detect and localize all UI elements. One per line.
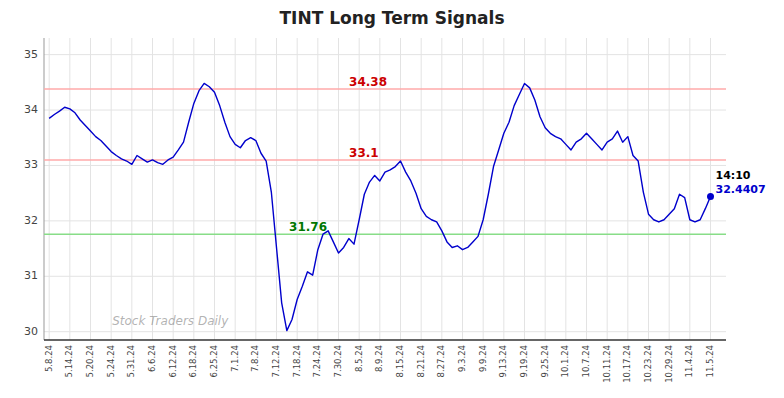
- y-tick-label: 34: [24, 103, 38, 116]
- x-tick-label: 6.6.24: [147, 345, 157, 372]
- x-grid-line: [421, 38, 422, 340]
- x-tick-label: 10.11.24: [602, 345, 612, 383]
- x-tick-label: 7.8.24: [250, 345, 260, 372]
- x-tick-label: 7.30.24: [333, 345, 343, 377]
- x-tick-label: 5.31.24: [126, 345, 136, 377]
- y-grid-line: [44, 220, 726, 221]
- x-tick-label: 6.18.24: [188, 345, 198, 377]
- reference-label: 34.38: [349, 75, 387, 89]
- y-grid-line: [44, 165, 726, 166]
- x-tick-label: 5.14.24: [64, 345, 74, 377]
- x-grid-line: [69, 38, 70, 340]
- x-tick-label: 11.5.24: [705, 345, 715, 377]
- y-tick-label: 30: [24, 325, 38, 338]
- x-grid-line: [214, 38, 215, 340]
- x-grid-line: [111, 38, 112, 340]
- annotations: 34.38 33.1 31.76 14:1032.4407 Stock Traders …: [112, 75, 765, 328]
- x-tick-label: 5.20.24: [85, 345, 95, 377]
- x-tick-label: 5.24.24: [106, 345, 116, 377]
- watermark: Stock Traders Daily: [112, 314, 229, 328]
- x-tick-label: 10.23.24: [643, 345, 653, 383]
- x-grid-line: [338, 38, 339, 340]
- x-tick-label: 10.1.24: [560, 345, 570, 377]
- x-tick-label: 11.4.24: [684, 345, 694, 377]
- x-tick-label: 9.25.24: [540, 345, 550, 377]
- x-tick-label: 8.9.24: [374, 345, 384, 372]
- plot-area: [44, 83, 726, 330]
- title: TINT Long Term Signals: [279, 8, 504, 28]
- x-tick-label: 7.1.24: [230, 345, 240, 372]
- y-grid-line: [44, 331, 726, 332]
- y-axis-line: [44, 38, 45, 340]
- x-tick-label: 8.5.24: [354, 345, 364, 372]
- x-tick-label: 10.7.24: [581, 345, 591, 377]
- x-grid-line: [483, 38, 484, 340]
- grid: [44, 38, 726, 340]
- x-tick-label: 9.13.24: [498, 345, 508, 377]
- reference-label: 33.1: [349, 146, 379, 160]
- x-grid-line: [276, 38, 277, 340]
- x-grid-line: [710, 38, 711, 340]
- x-tick-label: 5.8.24: [44, 345, 54, 372]
- x-grid-line: [131, 38, 132, 340]
- x-tick-label: 9.3.24: [457, 345, 467, 372]
- x-tick-label: 7.24.24: [312, 345, 322, 377]
- x-tick-label: 6.12.24: [168, 345, 178, 377]
- x-grid-line: [317, 38, 318, 340]
- last-value-label: 32.4407: [716, 183, 766, 196]
- x-tick-label: 10.17.24: [622, 345, 632, 383]
- x-tick-label: 10.29.24: [664, 345, 674, 383]
- time-label: 14:10: [716, 169, 751, 182]
- x-grid-line: [627, 38, 628, 340]
- last-point: [707, 193, 714, 200]
- axes: 30 31 32 33 34 35 5.8.24 5.14.24 5.20.24 5.24.24 5…: [24, 38, 726, 383]
- x-grid-line: [503, 38, 504, 340]
- x-grid-line: [152, 38, 153, 340]
- x-grid-line: [297, 38, 298, 340]
- x-grid-line: [255, 38, 256, 340]
- x-grid-line: [400, 38, 401, 340]
- x-tick-label: 7.18.24: [292, 345, 302, 377]
- x-grid-line: [441, 38, 442, 340]
- x-grid-line: [193, 38, 194, 340]
- y-tick-label: 35: [24, 48, 38, 61]
- reference-label: 31.76: [289, 220, 327, 234]
- x-grid-line: [607, 38, 608, 340]
- x-grid-line: [586, 38, 587, 340]
- x-tick-label: 7.12.24: [271, 345, 281, 377]
- y-tick-label: 32: [24, 214, 38, 227]
- x-grid-line: [90, 38, 91, 340]
- x-axis-line: [44, 339, 726, 341]
- x-grid-line: [648, 38, 649, 340]
- y-tick-label: 31: [24, 269, 38, 282]
- y-grid-line: [44, 54, 726, 55]
- x-grid-line: [49, 38, 50, 340]
- y-grid-line: [44, 110, 726, 111]
- x-grid-line: [689, 38, 690, 340]
- x-tick-label: 8.21.24: [416, 345, 426, 377]
- x-tick-label: 9.9.24: [478, 345, 488, 372]
- y-tick-label: 33: [24, 158, 38, 171]
- y-grid-line: [44, 276, 726, 277]
- x-grid-line: [545, 38, 546, 340]
- price-line: [49, 83, 710, 330]
- reference-line: [44, 233, 726, 235]
- x-grid-line: [565, 38, 566, 340]
- x-tick-label: 8.27.24: [436, 345, 446, 377]
- x-tick-label: 6.25.24: [209, 345, 219, 377]
- x-grid-line: [235, 38, 236, 340]
- x-tick-label: 8.15.24: [395, 345, 405, 377]
- chart: TINT Long Term Signals 30 31 32 33 34 35 5.8.24…: [0, 0, 784, 398]
- x-grid-line: [173, 38, 174, 340]
- x-grid-line: [669, 38, 670, 340]
- x-tick-label: 9.19.24: [519, 345, 529, 377]
- x-grid-line: [462, 38, 463, 340]
- reference-line: [44, 159, 726, 161]
